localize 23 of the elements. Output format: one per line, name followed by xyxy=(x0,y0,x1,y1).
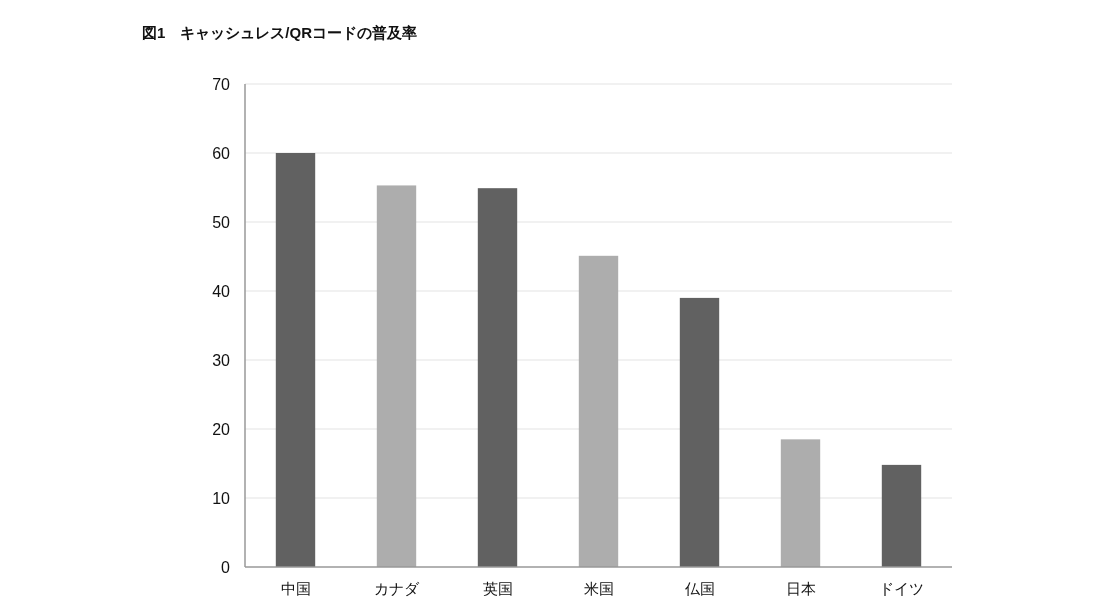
bar xyxy=(376,185,417,567)
y-tick-label: 0 xyxy=(221,559,231,576)
bar xyxy=(477,188,518,567)
chart-title: 図1 キャッシュレス/QRコードの普及率 xyxy=(142,24,418,41)
y-tick-label: 60 xyxy=(212,145,231,162)
x-tick-label: ドイツ xyxy=(879,580,924,597)
bar xyxy=(275,153,316,567)
bar xyxy=(780,439,821,567)
x-tick-label: 英国 xyxy=(482,580,513,597)
x-tick-label: 仏国 xyxy=(683,580,715,597)
bar xyxy=(578,255,619,567)
y-tick-label: 10 xyxy=(212,490,231,507)
y-tick-label: 20 xyxy=(212,421,231,438)
y-tick-label: 70 xyxy=(212,76,231,93)
x-tick-label: 米国 xyxy=(583,580,614,597)
x-tick-label: 中国 xyxy=(280,580,311,597)
y-tick-label: 30 xyxy=(212,352,231,369)
x-tick-label: 日本 xyxy=(785,580,816,597)
bar xyxy=(679,297,720,567)
x-tick-label: カナダ xyxy=(374,580,420,597)
y-tick-label: 40 xyxy=(212,283,231,300)
y-tick-label: 50 xyxy=(212,214,231,231)
bar xyxy=(881,464,922,567)
